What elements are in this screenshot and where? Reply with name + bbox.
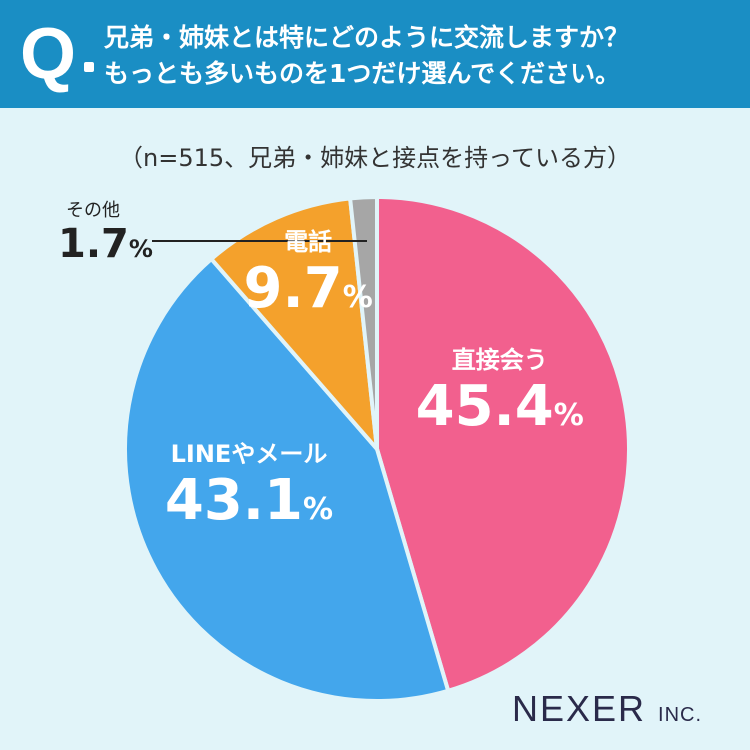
pie-slices — [123, 195, 631, 703]
slice-value: 45.4% — [415, 374, 584, 440]
slice-label-direct: 直接会う 45.4% — [416, 345, 584, 448]
question-header: Q 兄弟・姉妹とは特にどのように交流しますか？ もっとも多いものを1つだけ選んで… — [0, 0, 750, 108]
question-text: 兄弟・姉妹とは特にどのように交流しますか？ もっとも多いものを1つだけ選んでくだ… — [104, 20, 744, 92]
question-line-2: もっとも多いものを1つだけ選んでください。 — [104, 59, 621, 88]
slice-label-other-name: その他 — [66, 200, 120, 221]
nexer-logo: NEXER INC. — [512, 688, 703, 729]
slice-name: 電話 — [284, 228, 333, 257]
question-line-1: 兄弟・姉妹とは特にどのように交流しますか？ — [104, 23, 630, 52]
slice-label-other-value: 1.7% — [58, 221, 153, 267]
slice-other — [348, 195, 379, 451]
slice-direct — [375, 195, 631, 693]
slice-line-mail — [123, 257, 451, 703]
sample-note: （n=515、兄弟・姉妹と接点を持っている方） — [119, 144, 631, 172]
q-dot-icon — [84, 62, 94, 72]
slice-label-phone: 電話 9.7% — [243, 227, 372, 330]
slice-name: 直接会う — [451, 346, 548, 375]
q-mark: Q — [20, 14, 77, 94]
slice-phone — [209, 196, 379, 451]
slice-value: 43.1% — [164, 468, 334, 534]
slice-name: LINEやメール — [170, 440, 328, 469]
slice-label-line-mail: LINEやメール 43.1% — [165, 439, 333, 542]
slice-value: 9.7% — [243, 256, 373, 322]
